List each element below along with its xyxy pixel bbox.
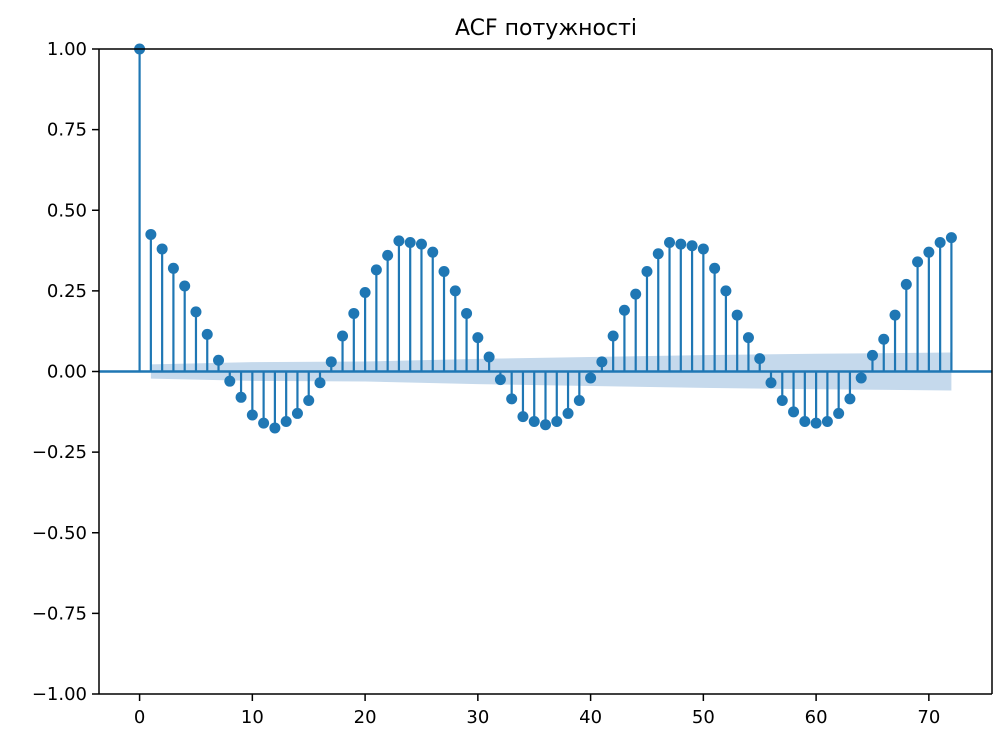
acf-marker bbox=[799, 415, 811, 427]
y-tick-label: 0.75 bbox=[47, 120, 87, 141]
acf-marker bbox=[652, 248, 664, 260]
acf-marker bbox=[235, 391, 247, 403]
acf-marker bbox=[540, 419, 551, 431]
acf-marker bbox=[810, 417, 822, 429]
y-tick-label: −0.50 bbox=[32, 523, 87, 544]
acf-marker bbox=[201, 328, 213, 340]
y-tick-label: 1.00 bbox=[47, 39, 87, 60]
acf-marker bbox=[494, 374, 506, 386]
acf-marker bbox=[291, 407, 303, 419]
acf-marker bbox=[382, 249, 394, 261]
acf-marker bbox=[686, 240, 698, 252]
acf-marker bbox=[900, 278, 912, 290]
acf-marker bbox=[472, 332, 484, 344]
acf-marker bbox=[415, 238, 427, 250]
acf-marker bbox=[697, 243, 709, 255]
acf-marker bbox=[393, 235, 405, 247]
y-tick-label: −0.25 bbox=[32, 442, 87, 463]
acf-marker bbox=[573, 395, 585, 407]
acf-marker bbox=[213, 354, 225, 366]
acf-marker bbox=[889, 309, 901, 321]
acf-marker bbox=[461, 307, 473, 319]
acf-marker bbox=[348, 307, 360, 319]
acf-marker bbox=[630, 288, 642, 300]
acf-marker bbox=[596, 356, 608, 368]
acf-marker bbox=[145, 228, 157, 240]
acf-marker bbox=[303, 395, 315, 407]
x-tick-label: 20 bbox=[354, 707, 377, 728]
acf-marker bbox=[190, 306, 202, 318]
acf-marker bbox=[314, 377, 326, 389]
acf-marker bbox=[562, 407, 574, 419]
acf-marker bbox=[675, 238, 687, 250]
acf-marker bbox=[528, 415, 540, 427]
y-ticks: −1.00 −0.75 −0.50 −0.25 0.00 0.25 0.50 0.75 1.00 bbox=[32, 39, 99, 705]
acf-marker bbox=[359, 286, 371, 298]
acf-marker bbox=[833, 407, 845, 419]
acf-marker bbox=[483, 351, 495, 363]
acf-marker bbox=[945, 232, 957, 244]
acf-marker bbox=[855, 372, 867, 384]
acf-marker bbox=[866, 349, 878, 361]
y-tick-label: −1.00 bbox=[32, 684, 87, 705]
x-tick-label: 70 bbox=[917, 707, 940, 728]
acf-marker bbox=[923, 246, 935, 258]
x-ticks: 0 10 20 30 40 50 60 70 bbox=[134, 694, 940, 728]
y-tick-label: 0.00 bbox=[47, 362, 87, 383]
acf-marker bbox=[765, 377, 777, 389]
acf-marker bbox=[709, 262, 721, 274]
y-tick-label: 0.25 bbox=[47, 281, 87, 302]
x-tick-label: 30 bbox=[466, 707, 489, 728]
acf-marker bbox=[404, 237, 416, 248]
acf-marker bbox=[517, 411, 529, 423]
acf-marker bbox=[844, 393, 856, 405]
x-tick-label: 0 bbox=[134, 707, 145, 728]
acf-marker bbox=[585, 372, 597, 384]
chart-title: ACF потужності bbox=[455, 16, 637, 41]
x-tick-label: 10 bbox=[241, 707, 264, 728]
acf-marker bbox=[269, 422, 281, 434]
y-tick-label: 0.50 bbox=[47, 200, 87, 221]
acf-marker bbox=[742, 332, 754, 344]
acf-marker bbox=[618, 304, 630, 316]
acf-marker bbox=[449, 285, 461, 297]
x-tick-label: 40 bbox=[579, 707, 602, 728]
acf-marker bbox=[731, 309, 743, 321]
stem-layer bbox=[134, 43, 957, 434]
acf-marker bbox=[720, 285, 732, 297]
acf-marker bbox=[664, 237, 676, 248]
acf-marker bbox=[179, 280, 191, 292]
x-tick-label: 60 bbox=[805, 707, 828, 728]
acf-marker bbox=[325, 356, 337, 368]
acf-marker bbox=[438, 266, 450, 278]
acf-marker bbox=[258, 417, 270, 429]
acf-marker bbox=[370, 264, 382, 276]
acf-marker bbox=[776, 395, 788, 407]
acf-marker bbox=[607, 330, 619, 342]
acf-marker bbox=[788, 406, 800, 418]
y-tick-label: −0.75 bbox=[32, 603, 87, 624]
acf-marker bbox=[337, 330, 349, 342]
acf-marker bbox=[754, 353, 766, 365]
acf-marker bbox=[280, 415, 292, 427]
axis-layer bbox=[98, 48, 993, 695]
acf-marker bbox=[167, 262, 179, 274]
acf-marker bbox=[246, 409, 258, 421]
x-tick-label: 50 bbox=[692, 707, 715, 728]
acf-marker bbox=[641, 266, 653, 278]
acf-marker bbox=[821, 415, 833, 427]
acf-marker bbox=[878, 333, 890, 345]
acf-marker bbox=[912, 256, 924, 268]
acf-marker bbox=[224, 375, 236, 387]
acf-marker bbox=[156, 243, 168, 255]
acf-marker bbox=[934, 237, 946, 248]
acf-marker bbox=[551, 415, 563, 427]
acf-marker bbox=[506, 393, 518, 405]
acf-marker bbox=[427, 246, 439, 258]
